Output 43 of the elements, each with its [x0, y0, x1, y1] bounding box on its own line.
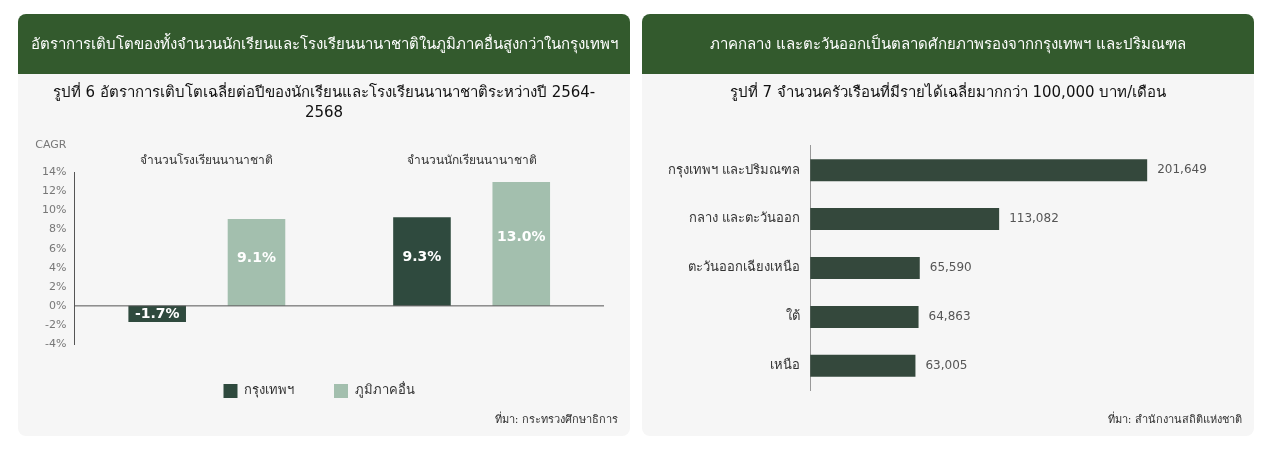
data-label: 113,082: [1009, 211, 1059, 226]
bar: [227, 219, 286, 306]
y-tick-label: ใต้: [786, 308, 801, 324]
data-label: 9.1%: [237, 248, 276, 265]
y-tick-label: ตะวันออกเฉียงเหนือ: [688, 259, 801, 275]
y-tick-label: 14%: [42, 165, 67, 179]
bar: [810, 159, 1148, 182]
y-tick-label: 4%: [49, 260, 67, 274]
bar: [393, 217, 451, 306]
y-tick-label: กลาง และตะวันออก: [688, 210, 801, 226]
y-tick-label: กรุงเทพฯ และปริมณฑล: [667, 161, 801, 178]
x-tick-label: จำนวนโรงเรียนนานาชาติ: [140, 153, 274, 168]
y-tick-label: -4%: [45, 336, 67, 350]
data-label: 64,863: [928, 309, 971, 324]
data-label: 201,649: [1157, 162, 1207, 177]
bar: [810, 257, 920, 279]
bar: [810, 305, 919, 328]
y-axis-title: CAGR: [35, 137, 67, 151]
bar: [810, 208, 1000, 231]
data-label: 63,005: [925, 357, 968, 372]
bar: [492, 181, 551, 306]
y-tick-label: 0%: [49, 298, 67, 312]
data-label: -1.7%: [134, 304, 180, 321]
data-label: 65,590: [929, 260, 972, 275]
chart-subtitle: รูปที่ 6 อัตราการเติบโตเฉลี่ยต่อปีของนักเรียนและโรงเรียนนานาชาติระหว่างปี 2564-2568: [51, 81, 597, 124]
y-tick-label: 12%: [42, 184, 67, 198]
data-label: 13.0%: [496, 228, 546, 245]
legend-label: กรุงเทพฯ: [244, 382, 294, 399]
chart-title: ภาคกลาง และตะวันออกเป็นตลาดศักยภาพรองจากกรุงเทพฯ และปริมณฑล: [642, 14, 1254, 74]
data-label: 9.3%: [402, 247, 442, 264]
chart-subtitle: รูปที่ 7 จำนวนครัวเรือนที่มีรายได้เฉลี่ยมากกว่า 100,000 บาท/เดือน: [728, 81, 1168, 103]
chart-title: อัตราการเติบโตของทั้งจำนวนนักเรียนและโรงเรียนนานาชาติในภูมิภาคอื่นสูงกว่าในกรุงเทพฯ: [18, 14, 630, 74]
y-tick-label: 10%: [42, 203, 67, 217]
y-tick-label: เหนือ: [770, 357, 801, 373]
x-tick-label: จำนวนนักเรียนนานาชาติ: [406, 153, 537, 168]
y-tick-label: 6%: [49, 241, 67, 255]
legend-label: ภูมิภาคอื่น: [354, 381, 415, 399]
text: ที่มา: สำนักงานสถิติแห่งชาติ: [1106, 410, 1242, 428]
y-tick-label: 2%: [49, 279, 67, 293]
y-tick-label: -2%: [45, 317, 67, 331]
text: ที่มา: กระทรวงศึกษาธิการ: [493, 410, 618, 428]
bar: [810, 354, 916, 377]
y-tick-label: 8%: [49, 222, 67, 236]
